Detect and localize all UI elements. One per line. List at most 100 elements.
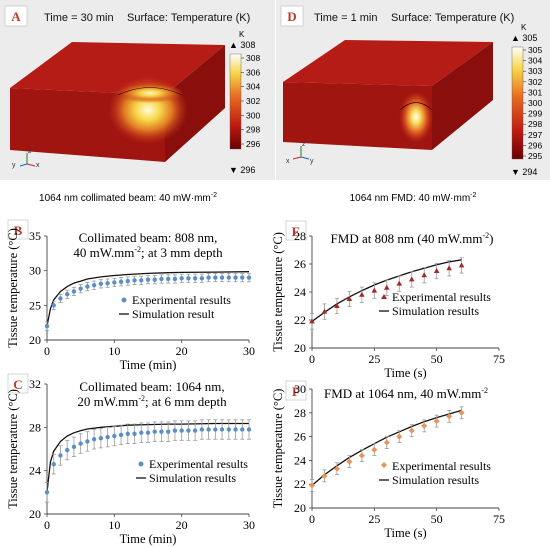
data-point [226, 275, 231, 280]
y-tick-label: 28 [294, 229, 306, 243]
x-tick-label: 0 [44, 518, 50, 532]
x-tick-label: 25 [368, 512, 380, 526]
legend-label: Simulation results [392, 304, 479, 318]
data-point [65, 292, 70, 297]
colorbar-tick-label: 303 [528, 66, 542, 76]
data-point [139, 278, 144, 283]
panel-d-unit: K [521, 23, 527, 32]
x-tick-label: 20 [176, 344, 188, 358]
y-axis-label: Tissue temperature (°C) [271, 232, 285, 352]
x-tick-label: 0 [309, 512, 315, 526]
data-point [446, 413, 453, 420]
y-tick-label: 20 [294, 501, 306, 515]
data-point [125, 278, 130, 284]
colorbar-tick-label: 305 [528, 45, 542, 55]
data-point [421, 422, 428, 429]
legend-marker [138, 461, 144, 467]
y-axis-label: Tissue temperature (°C) [6, 389, 20, 509]
data-point [213, 275, 218, 280]
data-point [240, 275, 245, 280]
data-point [346, 458, 353, 465]
data-point [78, 441, 83, 446]
y-tick-label: 22 [294, 313, 306, 327]
chart-title: FMD at 808 nm (40 mW.mm-2) [331, 231, 494, 246]
panel-d-surface: Surface: Temperature (K) [391, 12, 514, 24]
data-point [152, 277, 157, 282]
colorbar-tick-label: 302 [246, 96, 260, 106]
colorbar-d [511, 46, 524, 160]
panel-a-unit: K [239, 30, 245, 39]
data-point [396, 433, 403, 440]
data-point [192, 276, 198, 281]
legend-label: Experimental results [392, 290, 491, 304]
x-tick-label: 75 [493, 352, 505, 366]
chart-title-line2: 20 mW.mm-2; at 6 mm depth [77, 394, 227, 409]
panel-a-max: ▲ 308 [229, 40, 255, 50]
colorbar-a [229, 53, 242, 150]
data-point [383, 439, 390, 446]
colorbar-tick-label: 298 [246, 125, 260, 135]
panel-letter: C [13, 377, 22, 392]
chart-title: Collimated beam: 1064 nm, [79, 379, 224, 394]
y-tick-label: 22 [294, 477, 306, 491]
x-axis-label: Time (s) [384, 526, 426, 540]
data-point [105, 434, 110, 440]
panel-d-time: Time = 1 min [314, 12, 377, 24]
data-point [179, 276, 184, 281]
x-axis-label: Time (min) [120, 358, 177, 372]
data-point [118, 279, 124, 284]
x-tick-label: 50 [431, 352, 443, 366]
colorbar-tick-label: 298 [528, 119, 542, 129]
data-point [172, 276, 178, 282]
y-tick-label: 30 [29, 264, 41, 278]
data-point [139, 430, 144, 435]
data-point [71, 289, 77, 294]
data-point [246, 427, 252, 432]
y-tick-label: 26 [294, 430, 306, 444]
data-point [125, 431, 130, 437]
data-point [71, 444, 77, 450]
data-point [309, 482, 315, 489]
data-point [78, 286, 83, 291]
data-point [186, 428, 191, 433]
data-point [226, 427, 231, 432]
data-point [132, 278, 137, 283]
chart-e: E 20 22 24 26 28 0 25 50 75 Time (s) Tissue tempera… [271, 220, 505, 380]
y-tick-label: 26 [294, 257, 306, 271]
data-point [186, 276, 191, 281]
data-point [206, 275, 211, 280]
colorbar-tick-label: 296 [528, 140, 542, 150]
x-axis-label: Time (s) [384, 366, 426, 380]
data-point [98, 435, 104, 441]
svg-text:z: z [302, 141, 306, 148]
data-point [132, 431, 137, 437]
data-point [246, 275, 252, 280]
data-point [58, 296, 63, 301]
chart-title: Collimated beam: 808 nm, [79, 230, 218, 245]
data-point [346, 296, 353, 301]
data-point [159, 429, 164, 434]
legend-label: Simulation result [132, 307, 215, 321]
colorbar-tick-label: 297 [528, 130, 542, 140]
y-axis-label: Tissue temperature (°C) [271, 389, 285, 509]
x-tick-label: 30 [243, 344, 255, 358]
axis-triad-a: z y x [12, 148, 40, 169]
legend-marker [121, 297, 127, 303]
x-tick-label: 50 [431, 512, 443, 526]
x-tick-label: 30 [243, 518, 255, 532]
data-point [213, 427, 218, 432]
legend-label: Experimental results [392, 459, 491, 473]
data-point [309, 318, 315, 324]
data-point [219, 275, 225, 280]
data-point [384, 284, 390, 290]
data-point [145, 277, 151, 282]
data-point [396, 280, 403, 286]
data-point [85, 284, 90, 289]
legend-label: Experimental results [132, 293, 231, 307]
data-point [51, 303, 56, 308]
y-tick-label: 35 [29, 229, 41, 243]
svg-text:x: x [36, 162, 40, 169]
colorbar-tick-label: 308 [246, 53, 260, 63]
chart-title: FMD at 1064 nm, 40 mW.mm-2 [324, 386, 488, 401]
